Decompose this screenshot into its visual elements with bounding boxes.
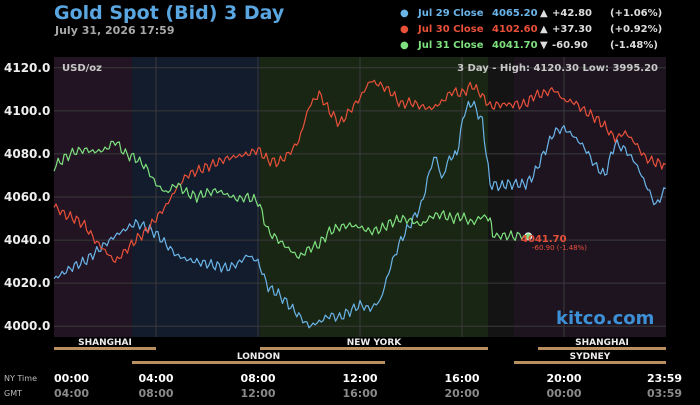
session-shanghai-bar [538,347,666,350]
legend-name: Jul 30 Close [418,24,484,35]
legend-pct: (-1.48%) [610,40,658,51]
session-shanghai-label: SHANGHAI [78,338,132,348]
legend-change: +37.30 [552,24,593,35]
legend-price: 4065.20 [492,8,538,19]
page-title: Gold Spot (Bid) 3 Day [54,2,285,24]
gmt-time-tick: 08:00 [138,387,173,400]
y-tick-label: 4060.0 [4,190,50,204]
legend-arrow-up-icon: ▲ [540,24,548,35]
session-london-bar [132,361,385,364]
last-value-marker [524,232,533,241]
legend-arrow-up-icon: ▲ [540,8,548,19]
session-sydney-bar [514,361,666,364]
y-tick-label: 4120.0 [4,61,50,75]
timestamp: July 31, 2026 17:59 [55,24,175,37]
kitco-watermark[interactable]: kitco.com [556,308,655,329]
legend-marker-icon: ● [400,8,409,19]
legend-change: -60.90 [552,40,588,51]
legend-marker-icon: ● [400,40,409,51]
grid-lines [54,57,666,337]
series-line-jul-31-close [53,140,529,259]
legend-item-jul31: ● Jul 31 Close 4041.70 ▼ -60.90 (-1.48%) [400,40,662,54]
y-tick-label: 4080.0 [4,147,50,161]
gmt-label: GMT [4,389,22,398]
gmt-time-tick: 20:00 [444,387,479,400]
gmt-time-tick: 16:00 [342,387,377,400]
y-tick-label: 4020.0 [4,276,50,290]
session-london-label: LONDON [237,352,280,362]
ny-time-tick: 00:00 [54,372,89,385]
legend-name: Jul 29 Close [418,8,484,19]
legend-pct: (+0.92%) [610,24,663,35]
legend-marker-icon: ● [400,24,409,35]
series-line-jul-29-close [53,100,666,329]
session-new-york-bar [260,347,488,350]
legend-item-jul30: ● Jul 30 Close 4102.60 ▲ +37.30 (+0.92%) [400,24,662,38]
last-price-label: 4041.70 [521,234,567,245]
session-shanghai-bar [54,347,156,350]
ny-time-tick: 20:00 [546,372,581,385]
gmt-time-tick: 04:00 [54,387,89,400]
legend-price: 4041.70 [492,40,538,51]
unit-label: USD/oz [62,63,102,74]
series-line-jul-30-close [53,79,667,263]
y-tick-label: 4100.0 [4,104,50,118]
y-tick-label: 4000.0 [4,319,50,333]
gmt-time-tick: 12:00 [240,387,275,400]
legend-pct: (+1.06%) [610,8,663,19]
session-shanghai-label: SHANGHAI [575,338,629,348]
trading-sessions: SHANGHAI NEW YORK SHANGHAI LONDON SYDNEY [54,338,666,364]
session-new-york-label: NEW YORK [347,338,403,348]
legend-arrow-down-icon: ▼ [540,40,548,51]
range-text: 3 Day - High: 4120.30 Low: 3995.20 [457,63,658,74]
ny-time-label: NY Time [4,374,37,383]
legend-change: +42.80 [552,8,593,19]
last-change-label: -60.90 (-1.48%) [532,244,587,252]
x-axis-ticks: 00:00 04:00 04:00 08:00 08:00 12:00 12:00 16:00… [54,372,682,400]
y-axis-ticks: 4000.0 4020.0 4040.0 4060.0 4080.0 4100.0 4120… [4,61,50,333]
ny-time-tick: 08:00 [240,372,275,385]
y-tick-label: 4040.0 [4,233,50,247]
legend-name: Jul 31 Close [418,40,484,51]
ny-time-tick: 16:00 [444,372,479,385]
gmt-time-tick: 00:00 [546,387,581,400]
legend-item-jul29: ● Jul 29 Close 4065.20 ▲ +42.80 (+1.06%) [400,8,662,22]
gmt-time-tick: 03:59 [647,387,682,400]
ny-time-tick: 23:59 [647,372,682,385]
session-sydney-label: SYDNEY [570,352,611,362]
series-layer [53,79,667,329]
ny-time-tick: 12:00 [342,372,377,385]
ny-time-tick: 04:00 [138,372,173,385]
legend-price: 4102.60 [492,24,538,35]
